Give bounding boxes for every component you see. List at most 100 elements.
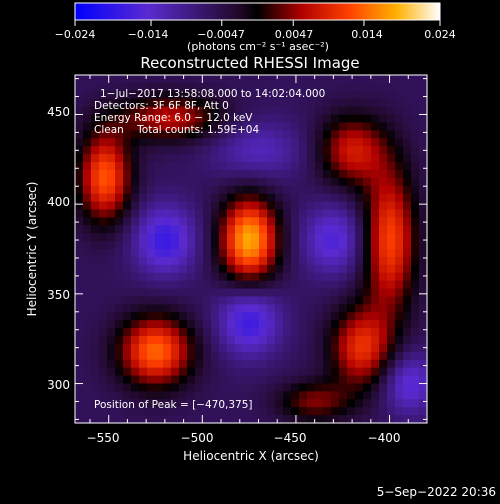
- heatmap-cell: [259, 185, 268, 195]
- heatmap-cell: [243, 201, 252, 211]
- heatmap-cell: [75, 280, 84, 290]
- heatmap-cell: [147, 201, 156, 211]
- heatmap-cell: [123, 82, 132, 92]
- heatmap-cell: [363, 138, 372, 147]
- heatmap-cell: [179, 114, 188, 124]
- heatmap-cell: [131, 209, 140, 218]
- heatmap-cell: [251, 312, 260, 321]
- heatmap-cell: [107, 320, 116, 329]
- heatmap-cell: [267, 154, 276, 163]
- heatmap-cell: [323, 399, 332, 408]
- heatmap-cell: [115, 114, 124, 124]
- heatmap-cell: [275, 241, 284, 250]
- heatmap-cell: [291, 154, 300, 163]
- heatmap-cell: [155, 225, 164, 234]
- heatmap-cell: [323, 193, 332, 203]
- heatmap-cell: [259, 383, 268, 392]
- heatmap-cell: [387, 320, 396, 329]
- heatmap-cell: [371, 169, 380, 179]
- heatmap-cell: [179, 217, 188, 226]
- heatmap-cell: [339, 193, 348, 203]
- heatmap-cell: [139, 296, 148, 305]
- heatmap-cell: [379, 304, 388, 313]
- heatmap-cell: [187, 193, 196, 203]
- heatmap-cell: [179, 193, 188, 203]
- y-tick-label-0: 300: [47, 378, 70, 392]
- heatmap-cell: [139, 241, 148, 250]
- heatmap-cell: [227, 225, 236, 234]
- heatmap-cell: [387, 383, 396, 392]
- heatmap-cell: [195, 249, 204, 258]
- heatmap-cell: [171, 130, 180, 139]
- heatmap-cell: [299, 391, 308, 400]
- heatmap-cell: [419, 264, 428, 274]
- heatmap-cell: [115, 209, 124, 218]
- heatmap-cell: [147, 130, 156, 139]
- heatmap-cell: [395, 343, 404, 353]
- heatmap-cell: [395, 146, 404, 155]
- heatmap-cell: [355, 146, 364, 155]
- heatmap-cell: [291, 106, 300, 116]
- heatmap-cell: [379, 169, 388, 179]
- colorbar-tick-label-2: −0.0047: [197, 28, 245, 41]
- heatmap-cell: [235, 391, 244, 400]
- heatmap-cell: [371, 249, 380, 258]
- heatmap-cell: [187, 162, 196, 171]
- heatmap-cell: [307, 391, 316, 400]
- heatmap-cell: [419, 249, 428, 258]
- heatmap-cell: [163, 201, 172, 211]
- heatmap-cell: [363, 296, 372, 305]
- heatmap-cell: [259, 201, 268, 211]
- heatmap-cell: [211, 343, 220, 353]
- heatmap-cell: [387, 217, 396, 226]
- heatmap-cell: [339, 280, 348, 290]
- heatmap-cell: [171, 185, 180, 195]
- heatmap-image: [75, 75, 428, 424]
- heatmap-cell: [291, 288, 300, 298]
- heatmap-cell: [411, 249, 420, 258]
- heatmap-cell: [227, 217, 236, 226]
- heatmap-cell: [363, 256, 372, 266]
- heatmap-cell: [395, 233, 404, 242]
- heatmap-cell: [275, 391, 284, 400]
- heatmap-cell: [187, 233, 196, 242]
- heatmap-cell: [91, 233, 100, 242]
- heatmap-cell: [235, 304, 244, 313]
- heatmap-cell: [123, 328, 132, 337]
- heatmap-cell: [331, 249, 340, 258]
- heatmap-cell: [419, 162, 428, 171]
- heatmap-cell: [355, 304, 364, 313]
- heatmap-cell: [259, 217, 268, 226]
- heatmap-cell: [267, 82, 276, 92]
- heatmap-cell: [179, 336, 188, 345]
- heatmap-cell: [323, 407, 332, 416]
- heatmap-cell: [419, 312, 428, 321]
- heatmap-cell: [267, 162, 276, 171]
- heatmap-cell: [203, 328, 212, 337]
- heatmap-cell: [91, 201, 100, 211]
- heatmap-cell: [115, 312, 124, 321]
- heatmap-cell: [259, 399, 268, 408]
- heatmap-cell: [323, 256, 332, 266]
- heatmap-cell: [115, 367, 124, 377]
- heatmap-cell: [251, 146, 260, 155]
- heatmap-cell: [291, 280, 300, 290]
- heatmap-cell: [243, 391, 252, 400]
- heatmap-cell: [83, 217, 92, 226]
- heatmap-cell: [387, 328, 396, 337]
- heatmap-cell: [395, 185, 404, 195]
- heatmap-cell: [99, 336, 108, 345]
- heatmap-cell: [307, 407, 316, 416]
- heatmap-cell: [115, 130, 124, 139]
- heatmap-cell: [195, 185, 204, 195]
- heatmap-cell: [323, 225, 332, 234]
- heatmap-cell: [171, 415, 180, 424]
- heatmap-cell: [107, 399, 116, 408]
- heatmap-cell: [283, 383, 292, 392]
- heatmap-cell: [419, 138, 428, 147]
- heatmap-cell: [187, 146, 196, 155]
- heatmap-cell: [131, 114, 140, 124]
- heatmap-cell: [251, 280, 260, 290]
- heatmap-cell: [299, 264, 308, 274]
- heatmap-cell: [283, 122, 292, 131]
